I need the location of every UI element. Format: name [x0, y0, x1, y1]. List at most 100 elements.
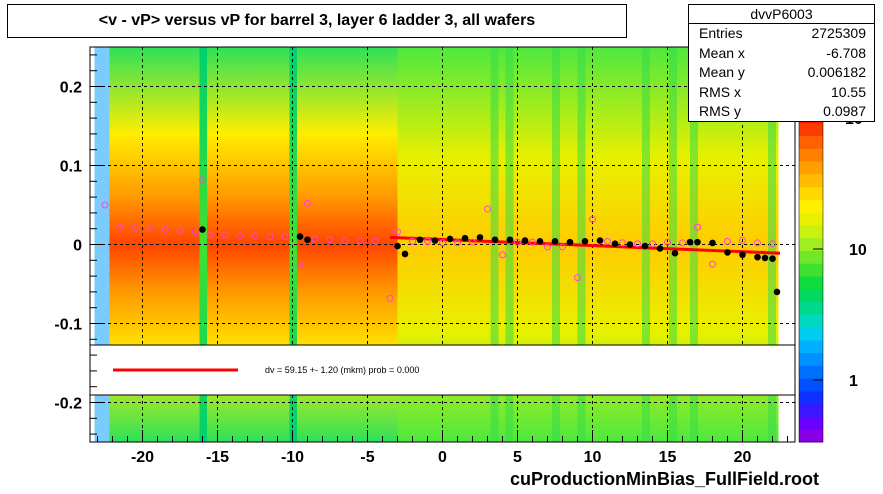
data-point-filled	[304, 236, 311, 244]
color-scale-bin	[799, 429, 823, 443]
plot-title: <v - vP> versus vP for barrel 3, layer 6…	[7, 4, 627, 38]
data-point-open	[341, 237, 349, 245]
data-point-filled	[431, 237, 439, 244]
data-point-filled	[581, 238, 589, 245]
data-point-open	[754, 239, 761, 247]
color-scale-bin	[799, 135, 823, 149]
data-point-filled	[671, 249, 679, 257]
data-point-open	[769, 240, 776, 248]
color-scale-bin	[799, 199, 823, 213]
color-scale-bin	[799, 301, 823, 315]
data-point-open	[439, 239, 446, 247]
color-scale-bin	[799, 288, 823, 303]
color-scale-tick-label: 1	[849, 373, 858, 390]
data-point-filled	[769, 255, 776, 263]
color-scale-bin	[799, 212, 823, 226]
color-scale-bin	[799, 390, 823, 405]
stats-title: dvvP6003	[689, 5, 874, 24]
data-point-filled	[641, 242, 649, 250]
y-tick-label: 0.2	[60, 80, 82, 97]
data-point-open	[146, 225, 154, 233]
data-point-open	[326, 236, 334, 244]
y-tick-label: 0	[73, 238, 82, 255]
color-scale-bin	[799, 327, 823, 341]
data-point-filled	[491, 236, 499, 244]
stats-row-mean-y: Mean y 0.006182	[699, 64, 866, 80]
color-scale-bin	[799, 263, 823, 277]
data-point-filled	[773, 288, 781, 296]
x-tick-label: -10	[281, 449, 304, 466]
profile-points	[101, 176, 781, 302]
data-point-open	[311, 235, 319, 243]
data-point-open	[394, 228, 401, 236]
x-tick-label: 15	[659, 449, 677, 466]
data-point-open	[634, 240, 641, 248]
stats-row-rms-x: RMS x 10.55	[699, 83, 866, 100]
color-scale-bin	[799, 148, 823, 162]
data-point-open	[266, 233, 274, 241]
data-point-open	[664, 238, 671, 246]
color-scale-bin	[799, 237, 823, 251]
data-point-filled	[476, 234, 484, 241]
data-point-filled	[761, 254, 769, 262]
data-point-open	[514, 238, 521, 246]
data-point-open	[221, 231, 229, 239]
data-point-open	[724, 237, 731, 245]
color-scale-bin	[799, 186, 823, 200]
stats-row-rms-y: RMS y 0.0987	[699, 103, 866, 119]
data-point-open	[131, 224, 139, 232]
heatmap-strip	[768, 47, 776, 442]
data-point-open	[116, 223, 124, 231]
data-point-filled	[626, 241, 634, 248]
data-point-filled	[754, 253, 761, 261]
data-point-open	[236, 232, 244, 240]
data-point-open	[386, 294, 394, 302]
file-name-label: cuProductionMinBias_FullField.root	[509, 469, 819, 489]
fit-legend-text: dv = 59.15 +- 1.20 (mkm) prob = 0.000	[265, 365, 419, 375]
data-point-open	[101, 201, 109, 209]
y-tick-label: -0.2	[54, 396, 82, 413]
heatmap-strip	[505, 47, 514, 442]
data-point-filled	[416, 236, 424, 244]
color-scale: 110102	[798, 102, 874, 443]
data-point-open	[484, 205, 491, 213]
color-scale-bin	[799, 403, 823, 417]
fit-line	[389, 235, 781, 255]
data-point-open	[649, 240, 656, 248]
data-point-open	[499, 251, 506, 259]
data-point-filled	[596, 237, 604, 244]
color-scale-bin	[799, 416, 823, 430]
data-point-open	[304, 199, 311, 207]
data-point-open	[469, 238, 476, 246]
data-point-open	[559, 243, 566, 251]
data-point-filled	[199, 226, 206, 233]
color-scale-bin	[799, 339, 823, 354]
data-point-filled	[611, 240, 619, 248]
color-scale-bin	[799, 276, 823, 290]
data-point-filled	[394, 242, 401, 250]
data-point-open	[679, 239, 686, 247]
x-tick-label: 10	[584, 449, 602, 466]
data-point-open	[191, 228, 199, 236]
data-point-open	[529, 238, 536, 246]
color-scale-tick-label: 10	[849, 242, 867, 259]
data-point-open	[574, 274, 581, 282]
x-tick-label: 20	[734, 449, 752, 466]
data-point-open	[296, 260, 304, 268]
data-point-filled	[566, 238, 574, 246]
heatmap-strip	[690, 47, 698, 442]
data-point-open	[739, 237, 746, 245]
data-point-open	[371, 237, 379, 245]
data-point-open	[206, 231, 214, 239]
color-scale-bin	[799, 161, 823, 175]
data-point-open	[161, 225, 169, 233]
x-tick-label: 0	[438, 449, 447, 466]
fit-line-group	[389, 235, 781, 255]
stats-box: dvvP6003 Entries 2725309 Mean x -6.708 Mea…	[688, 4, 875, 122]
data-point-filled	[724, 249, 731, 256]
data-point-open	[589, 215, 596, 223]
data-point-open	[356, 237, 364, 245]
color-scale-bin	[799, 122, 823, 137]
stats-row-entries: Entries 2725309	[699, 25, 866, 41]
